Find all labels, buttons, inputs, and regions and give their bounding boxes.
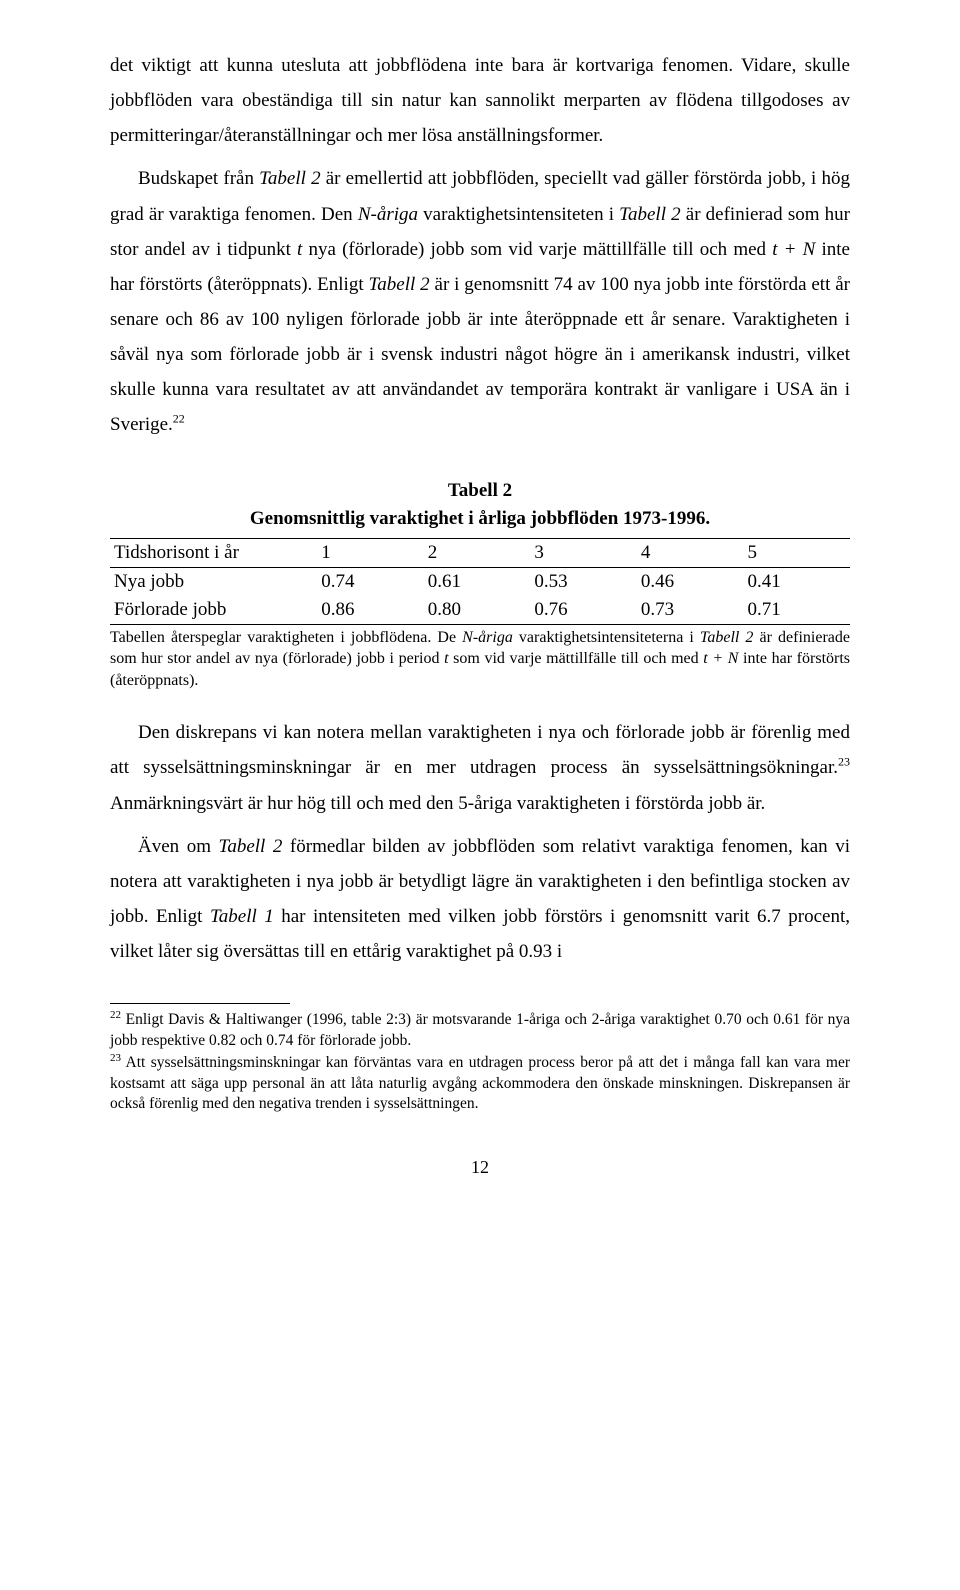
text: Budskapet från [138, 168, 259, 189]
footnote-23: 23 Att sysselsättningsminskningar kan fö… [110, 1053, 850, 1114]
text-italic: Tabell 2 [368, 274, 429, 295]
text-italic: Tabell 2 [619, 204, 680, 225]
text-italic: Tabell 2 [700, 629, 754, 646]
text: varaktighetsintensiteterna i [513, 629, 700, 646]
text-italic: N-åriga [358, 204, 418, 225]
cell: Förlorade jobb [110, 596, 317, 625]
col-header: Tidshorisont i år [110, 538, 317, 567]
text-italic: t + N [703, 650, 738, 667]
text-italic: Tabell 2 [259, 168, 320, 189]
col-header: 1 [317, 538, 424, 567]
footnote-separator [110, 1003, 290, 1004]
table-note: Tabellen återspeglar varaktigheten i job… [110, 627, 850, 692]
text-italic: t + N [772, 239, 815, 260]
text-italic: N-åriga [462, 629, 513, 646]
text: Även om [138, 836, 219, 857]
footnote-ref-22: 22 [173, 412, 185, 426]
table-subtitle: Genomsnittlig varaktighet i årliga jobbf… [110, 505, 850, 534]
table-header-row: Tidshorisont i år 1 2 3 4 5 [110, 538, 850, 567]
col-header: 5 [743, 538, 850, 567]
cell: 0.86 [317, 596, 424, 625]
cell: 0.61 [424, 567, 531, 596]
text: nya (förlorade) jobb som vid varje mätti… [302, 239, 772, 260]
text-italic: Tabell 1 [210, 906, 274, 927]
footnote-num: 23 [110, 1052, 121, 1064]
cell: 0.71 [743, 596, 850, 625]
table-row: Nya jobb 0.74 0.61 0.53 0.46 0.41 [110, 567, 850, 596]
cell: 0.46 [637, 567, 744, 596]
paragraph-2: Budskapet från Tabell 2 är emellertid at… [110, 161, 850, 442]
table-title: Tabell 2 [110, 477, 850, 506]
text: det viktigt att kunna utesluta att jobbf… [110, 55, 850, 146]
data-table: Tidshorisont i år 1 2 3 4 5 Nya jobb 0.7… [110, 538, 850, 625]
text-italic: Tabell 2 [219, 836, 283, 857]
cell: Nya jobb [110, 567, 317, 596]
cell: 0.53 [530, 567, 637, 596]
col-header: 2 [424, 538, 531, 567]
col-header: 3 [530, 538, 637, 567]
table-row: Förlorade jobb 0.86 0.80 0.76 0.73 0.71 [110, 596, 850, 625]
footnote-num: 22 [110, 1009, 121, 1021]
text: är i genomsnitt 74 av 100 nya jobb inte … [110, 274, 850, 436]
paragraph-1: det viktigt att kunna utesluta att jobbf… [110, 48, 850, 153]
cell: 0.41 [743, 567, 850, 596]
col-header: 4 [637, 538, 744, 567]
paragraph-3: Den diskrepans vi kan notera mellan vara… [110, 715, 850, 820]
cell: 0.73 [637, 596, 744, 625]
table-2: Tabell 2 Genomsnittlig varaktighet i årl… [110, 477, 850, 692]
text: Den diskrepans vi kan notera mellan vara… [110, 722, 850, 778]
text: varaktighetsintensiteten i [418, 204, 619, 225]
footnote-ref-23: 23 [838, 755, 850, 769]
cell: 0.76 [530, 596, 637, 625]
text: Tabellen återspeglar varaktigheten i job… [110, 629, 462, 646]
cell: 0.74 [317, 567, 424, 596]
text: Att sysselsättningsminskningar kan förvä… [110, 1054, 850, 1112]
paragraph-4: Även om Tabell 2 förmedlar bilden av job… [110, 829, 850, 970]
text: Enligt Davis & Haltiwanger (1996, table … [110, 1011, 850, 1048]
text: som vid varje mättillfälle till och med [449, 650, 704, 667]
text: Anmärkningsvärt är hur hög till och med … [110, 793, 765, 814]
footnote-22: 22 Enligt Davis & Haltiwanger (1996, tab… [110, 1010, 850, 1051]
cell: 0.80 [424, 596, 531, 625]
page-number: 12 [110, 1157, 850, 1178]
